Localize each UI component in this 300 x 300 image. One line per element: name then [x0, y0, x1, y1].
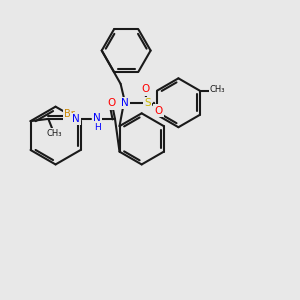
Text: N: N: [121, 98, 129, 108]
Text: O: O: [107, 98, 116, 108]
Text: N: N: [93, 113, 101, 123]
Text: O: O: [141, 84, 149, 94]
Text: Br: Br: [64, 110, 75, 119]
Text: O: O: [154, 106, 163, 116]
Text: CH₃: CH₃: [210, 85, 225, 94]
Text: H: H: [94, 123, 101, 132]
Text: S: S: [144, 98, 151, 108]
Text: CH₃: CH₃: [46, 129, 62, 138]
Text: N: N: [72, 114, 80, 124]
